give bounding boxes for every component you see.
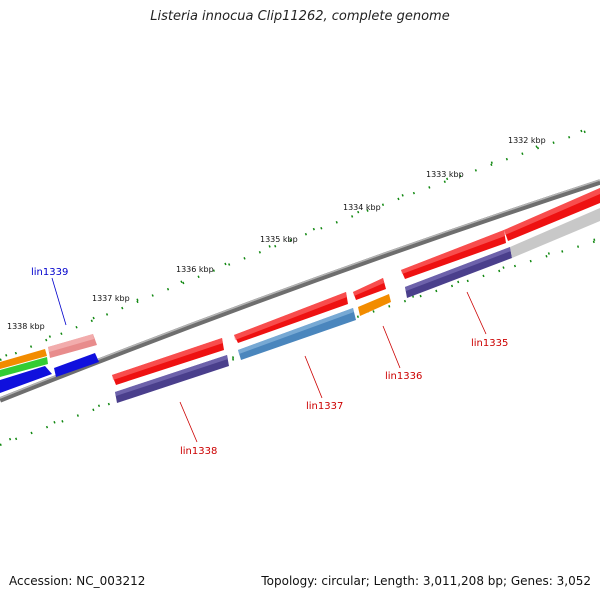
genome-info-text: Topology: circular; Length: 3,011,208 bp… <box>261 574 591 588</box>
gene-label-lin1337: lin1337 <box>306 401 343 412</box>
genome-map: 1332 kbp 1333 kbp 1334 kbp 1335 kbp 1336… <box>0 0 600 600</box>
scale-labels: 1332 kbp 1333 kbp 1334 kbp 1335 kbp 1336… <box>7 136 546 331</box>
gene-label-lin1338: lin1338 <box>180 446 217 457</box>
gene-label-lin1339: lin1339 <box>31 267 68 278</box>
genome-backbone <box>0 180 600 400</box>
scale-label-1335: 1335 kbp <box>260 235 298 244</box>
scale-label-1338: 1338 kbp <box>7 322 45 331</box>
scale-label-1336: 1336 kbp <box>176 265 214 274</box>
scale-label-1337: 1337 kbp <box>92 294 130 303</box>
gene-label-lin1335: lin1335 <box>471 338 508 349</box>
gene-label-lin1336: lin1336 <box>385 371 422 382</box>
scale-label-1334: 1334 kbp <box>343 203 381 212</box>
scale-label-1332: 1332 kbp <box>508 136 546 145</box>
scale-label-1333: 1333 kbp <box>426 170 464 179</box>
accession-text: Accession: NC_003212 <box>9 574 145 588</box>
